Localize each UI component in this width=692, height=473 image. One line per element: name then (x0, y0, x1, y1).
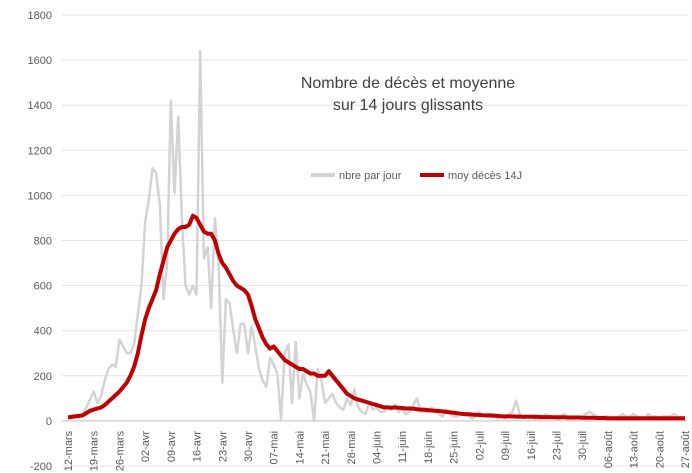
y-tick-label: 400 (34, 326, 52, 338)
x-tick-label: 23-avr (217, 431, 229, 463)
legend: nbre par jour moy décès 14J (311, 170, 522, 182)
y-tick-label: 0 (46, 416, 52, 428)
x-tick-label: 16-avr (192, 431, 204, 463)
chart-title-line-2: sur 14 jours glissants (333, 97, 483, 114)
x-tick-label: 30-juil (577, 431, 589, 460)
y-tick-label: 200 (34, 371, 52, 383)
series-layer (67, 49, 685, 423)
x-tick-label: 12-mars (63, 430, 75, 471)
y-tick-label: 1400 (28, 100, 52, 112)
y-tick-label: -200 (30, 461, 52, 473)
y-tick-label: 1200 (28, 145, 52, 157)
x-tick-label: 07-mai (269, 431, 281, 465)
x-tick-label: 02-juil (474, 431, 486, 460)
chart-title-line-1: Nombre de décès et moyenne (301, 75, 515, 92)
y-tick-label: 800 (34, 236, 52, 248)
x-tick-label: 25-juin (449, 431, 461, 464)
legend-label-avg: moy décès 14J (448, 170, 522, 182)
grid-lines (62, 14, 687, 467)
x-axis-ticks: 12-mars 19-mars 26-mars 02-avr 09-avr 16-avr 2… (63, 430, 692, 471)
y-axis-ticks: -200 0 200 400 600 800 1000 1200 1400 1600 1800 (28, 10, 52, 473)
x-tick-label: 02-avr (140, 431, 152, 463)
chart-title: Nombre de décès et moyenne sur 14 jours … (301, 75, 515, 114)
x-tick-label: 04-juin (372, 431, 384, 464)
x-tick-label: 14-mai (294, 431, 306, 465)
series-line-avg (67, 213, 685, 421)
y-tick-label: 600 (34, 281, 52, 293)
x-tick-label: 11-juin (397, 431, 409, 463)
x-tick-label: 26-mars (114, 430, 126, 471)
x-tick-label: 16-juil (526, 431, 538, 460)
x-tick-label: 18-juin (423, 431, 435, 464)
x-tick-label: 13-août (629, 431, 641, 468)
x-tick-label: 23-juil (551, 431, 563, 460)
x-tick-label: 09-juil (500, 431, 512, 460)
legend-label-daily: nbre par jour (339, 170, 402, 182)
x-tick-label: 19-mars (89, 430, 101, 471)
x-tick-label: 21-mai (320, 431, 332, 465)
x-tick-label: 20-août (654, 431, 666, 468)
x-tick-label: 06-août (603, 431, 615, 468)
x-tick-label: 27-août (680, 431, 692, 468)
x-tick-label: 09-avr (166, 431, 178, 463)
x-tick-label: 28-mai (346, 431, 358, 465)
y-tick-label: 1000 (28, 190, 52, 202)
y-tick-label: 1600 (28, 55, 52, 67)
x-tick-label: 30-avr (243, 431, 255, 463)
y-tick-label: 1800 (28, 10, 52, 22)
